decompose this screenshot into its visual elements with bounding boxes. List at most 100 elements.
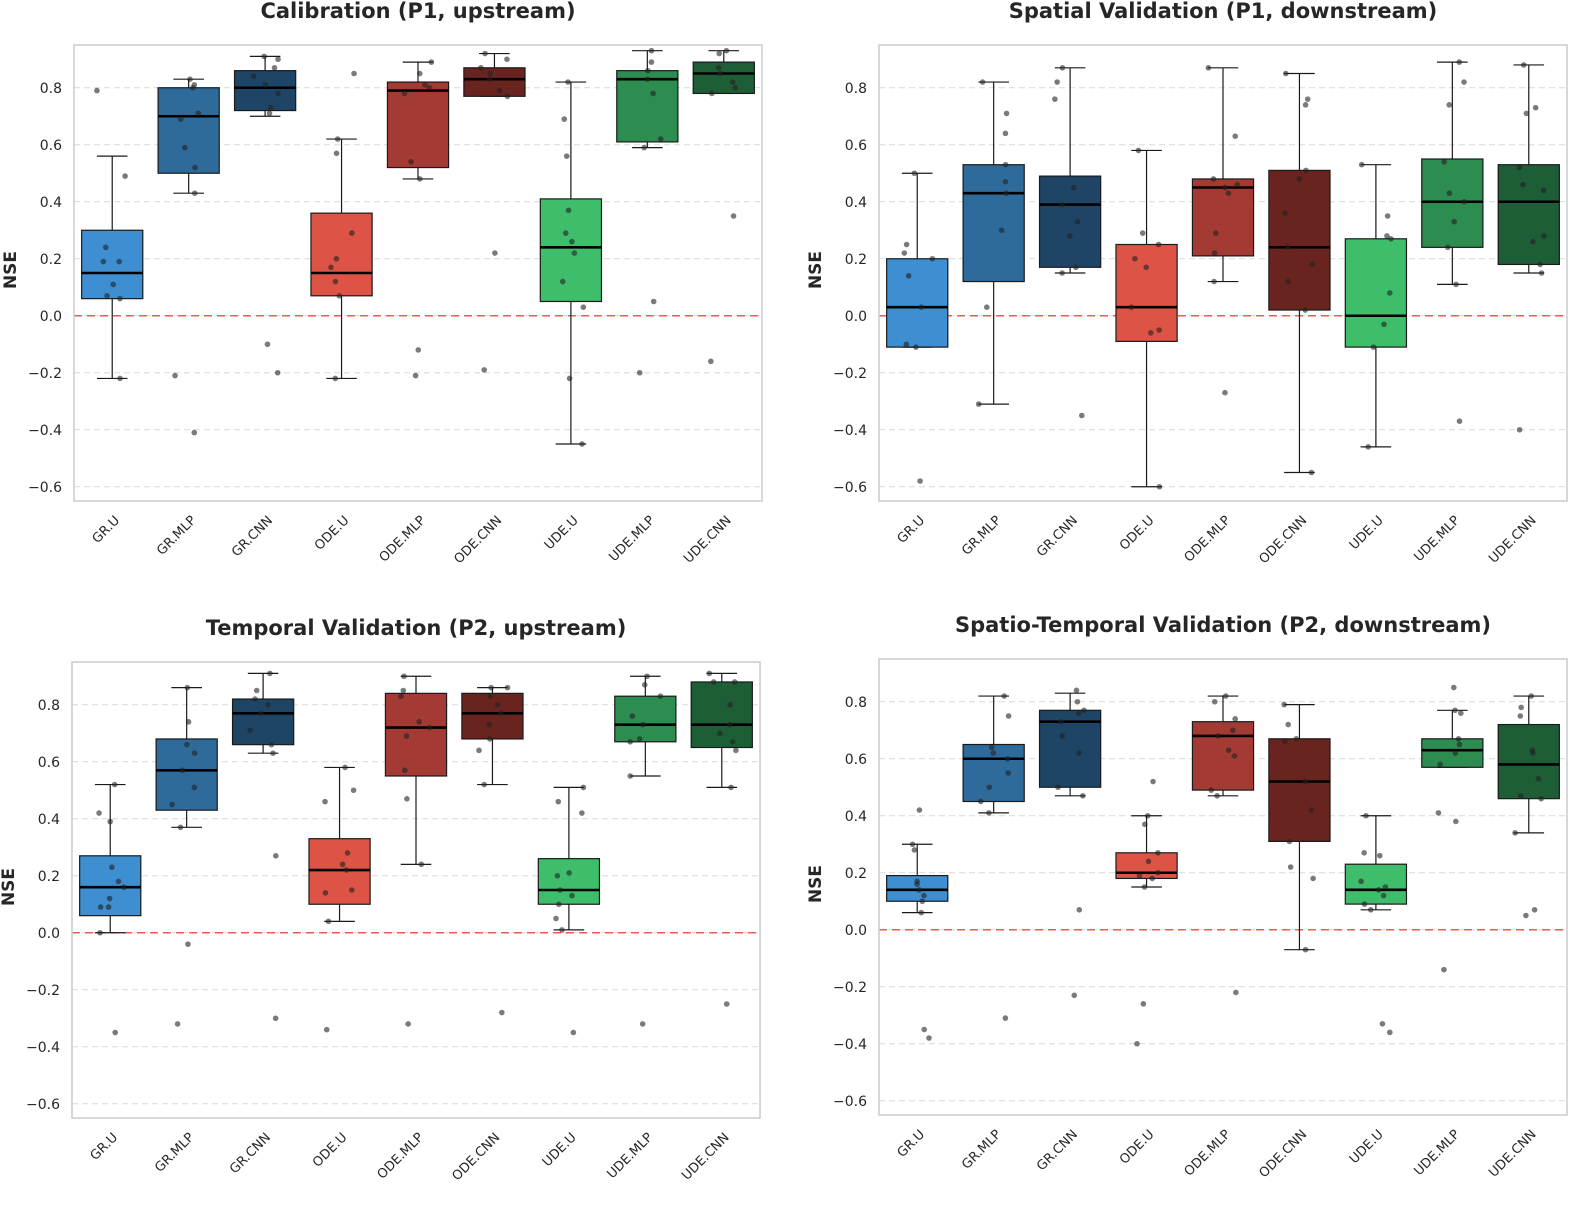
data-point bbox=[911, 847, 918, 853]
chart-title: Spatial Validation (P1, downstream) bbox=[1009, 0, 1438, 23]
data-point bbox=[1302, 307, 1308, 313]
box-iqr bbox=[1497, 723, 1560, 800]
data-point bbox=[570, 1029, 577, 1036]
y-tick-label: −0.2 bbox=[26, 983, 60, 999]
box-GR.CNN bbox=[1038, 687, 1102, 999]
data-point bbox=[729, 79, 736, 85]
data-point bbox=[1054, 79, 1060, 85]
box-iqr bbox=[690, 681, 753, 749]
data-point bbox=[988, 744, 995, 751]
data-point bbox=[562, 230, 569, 236]
box-GR.MLP bbox=[157, 76, 220, 436]
data-point bbox=[636, 736, 643, 742]
data-point bbox=[481, 367, 488, 373]
data-point bbox=[117, 375, 123, 382]
x-tick-label: ODE.CNN bbox=[1256, 513, 1310, 567]
data-point bbox=[731, 679, 738, 685]
data-point bbox=[986, 784, 993, 791]
data-point bbox=[565, 79, 571, 85]
data-point bbox=[553, 915, 559, 922]
box-ODE.MLP bbox=[384, 673, 448, 1027]
data-point bbox=[723, 1001, 730, 1007]
data-point bbox=[1458, 710, 1464, 716]
y-tick-label: 0.2 bbox=[845, 252, 867, 268]
y-tick-label: −0.2 bbox=[833, 366, 867, 382]
chart-panel-4: Spatio-Temporal Validation (P2, downstre… bbox=[806, 613, 1568, 1181]
data-point bbox=[273, 853, 279, 859]
data-point bbox=[1208, 787, 1215, 793]
data-point bbox=[190, 84, 196, 91]
x-tick-label: UDE.CNN bbox=[679, 1130, 732, 1183]
data-point bbox=[1541, 233, 1547, 239]
data-point bbox=[903, 341, 910, 348]
data-point bbox=[1281, 701, 1287, 708]
box-iqr bbox=[616, 70, 679, 143]
box-UDE.CNN bbox=[1497, 693, 1560, 919]
data-point bbox=[1540, 187, 1547, 194]
box-UDE.U bbox=[539, 79, 603, 447]
data-point bbox=[926, 1035, 932, 1041]
data-point bbox=[644, 673, 650, 680]
data-point bbox=[481, 781, 487, 788]
data-point bbox=[111, 781, 118, 788]
box-ODE.MLP bbox=[1191, 65, 1255, 396]
data-point bbox=[554, 872, 561, 879]
data-point bbox=[1361, 901, 1368, 907]
x-tick-label: UDE.CNN bbox=[1486, 513, 1539, 566]
data-point bbox=[1284, 244, 1291, 251]
data-point bbox=[504, 93, 511, 100]
y-tick-label: −0.6 bbox=[28, 480, 62, 496]
y-tick-label: 0.8 bbox=[38, 698, 60, 714]
data-point bbox=[717, 730, 723, 737]
data-point bbox=[918, 909, 925, 916]
data-point bbox=[1523, 110, 1530, 117]
box-iqr bbox=[308, 838, 371, 905]
data-point bbox=[1156, 483, 1163, 490]
data-point bbox=[1211, 278, 1217, 285]
box-UDE.MLP bbox=[1421, 684, 1484, 973]
data-point bbox=[109, 864, 115, 870]
data-point bbox=[117, 295, 123, 302]
box-iqr bbox=[537, 858, 601, 905]
y-tick-label: −0.2 bbox=[28, 366, 62, 382]
data-point bbox=[716, 50, 723, 57]
data-point bbox=[415, 347, 422, 353]
x-tick-label: UDE.U bbox=[540, 1130, 580, 1170]
data-point bbox=[1455, 736, 1462, 742]
y-tick-label: 0.0 bbox=[38, 926, 60, 942]
y-tick-label: 0.0 bbox=[845, 923, 867, 939]
box-iqr bbox=[1421, 158, 1484, 248]
data-point bbox=[504, 684, 511, 691]
data-point bbox=[917, 478, 923, 484]
data-point bbox=[487, 693, 493, 699]
data-point bbox=[428, 59, 435, 65]
x-tick-label: UDE.U bbox=[1347, 513, 1387, 553]
x-tick-label: UDE.MLP bbox=[1411, 1127, 1463, 1179]
data-point bbox=[1141, 884, 1148, 890]
data-point bbox=[1523, 912, 1529, 919]
data-point bbox=[715, 65, 722, 71]
box-ODE.CNN bbox=[1268, 70, 1331, 476]
x-tick-label: GR.MLP bbox=[959, 513, 1004, 558]
data-point bbox=[1517, 713, 1524, 719]
data-point bbox=[641, 682, 648, 688]
box-ODE.U bbox=[308, 764, 371, 1033]
data-point bbox=[1070, 184, 1077, 191]
data-point bbox=[1210, 176, 1217, 182]
data-point bbox=[1073, 264, 1079, 271]
data-point bbox=[1080, 793, 1086, 799]
data-point bbox=[708, 358, 714, 365]
data-point bbox=[644, 76, 651, 82]
box-GR.U bbox=[81, 87, 144, 382]
box-GR.MLP bbox=[155, 684, 218, 1027]
box-iqr bbox=[386, 81, 450, 169]
data-point bbox=[107, 818, 113, 825]
y-tick-label: −0.6 bbox=[833, 1094, 867, 1110]
data-point bbox=[732, 84, 739, 91]
data-point bbox=[1370, 344, 1377, 350]
data-point bbox=[559, 278, 566, 285]
data-point bbox=[1155, 241, 1162, 248]
data-point bbox=[418, 861, 425, 868]
box-iqr bbox=[1421, 738, 1484, 768]
data-point bbox=[1386, 290, 1393, 296]
